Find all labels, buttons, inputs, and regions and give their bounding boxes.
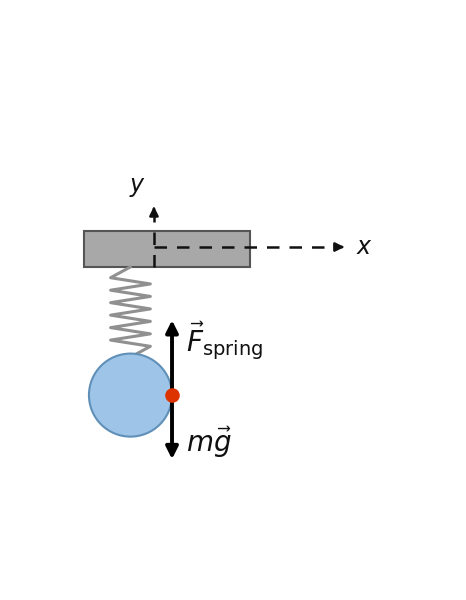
Circle shape — [89, 353, 172, 437]
Point — [168, 390, 176, 400]
Text: $m\vec{g}$: $m\vec{g}$ — [186, 425, 232, 460]
Text: $\vec{F}_{\mathrm{spring}}$: $\vec{F}_{\mathrm{spring}}$ — [186, 320, 263, 362]
Text: y: y — [130, 173, 144, 197]
Text: x: x — [356, 235, 370, 259]
Bar — [83, 231, 250, 267]
